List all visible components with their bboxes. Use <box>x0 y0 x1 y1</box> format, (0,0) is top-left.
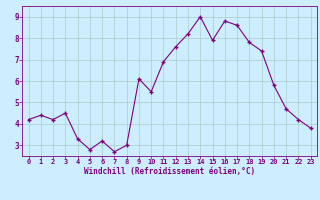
X-axis label: Windchill (Refroidissement éolien,°C): Windchill (Refroidissement éolien,°C) <box>84 167 255 176</box>
